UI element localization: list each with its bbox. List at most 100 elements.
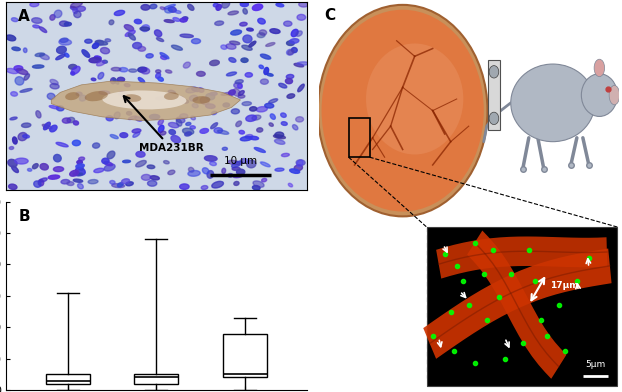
Ellipse shape (210, 162, 216, 165)
Ellipse shape (34, 181, 41, 187)
Ellipse shape (22, 123, 31, 127)
Ellipse shape (49, 175, 60, 179)
Ellipse shape (256, 107, 267, 112)
Ellipse shape (206, 104, 215, 108)
Ellipse shape (180, 100, 188, 103)
Ellipse shape (169, 122, 179, 128)
Polygon shape (423, 249, 611, 359)
PathPatch shape (223, 334, 267, 377)
Ellipse shape (159, 125, 164, 132)
Ellipse shape (141, 68, 150, 74)
Ellipse shape (279, 83, 287, 88)
Ellipse shape (109, 180, 115, 184)
Ellipse shape (222, 147, 228, 150)
Ellipse shape (9, 147, 14, 149)
Ellipse shape (289, 183, 292, 187)
Ellipse shape (270, 29, 280, 33)
Ellipse shape (221, 93, 231, 95)
Ellipse shape (109, 20, 114, 25)
Bar (488, 60, 499, 130)
Ellipse shape (169, 130, 175, 134)
Ellipse shape (89, 58, 101, 63)
Ellipse shape (291, 29, 298, 37)
Ellipse shape (71, 72, 75, 75)
Ellipse shape (78, 157, 85, 161)
Ellipse shape (165, 8, 172, 13)
Ellipse shape (264, 67, 269, 74)
Text: 17μm: 17μm (550, 281, 578, 290)
Ellipse shape (230, 41, 239, 45)
Ellipse shape (290, 169, 300, 173)
Ellipse shape (267, 73, 273, 76)
Ellipse shape (211, 181, 223, 188)
Ellipse shape (128, 116, 137, 120)
Ellipse shape (57, 106, 64, 111)
Ellipse shape (72, 66, 80, 74)
Ellipse shape (228, 11, 238, 15)
Text: 10 μm: 10 μm (224, 156, 257, 166)
Ellipse shape (160, 53, 169, 59)
Ellipse shape (286, 74, 294, 79)
Ellipse shape (245, 73, 253, 77)
PathPatch shape (134, 374, 179, 384)
Ellipse shape (12, 137, 17, 144)
Ellipse shape (226, 72, 236, 76)
Ellipse shape (261, 79, 268, 84)
Ellipse shape (123, 94, 141, 102)
Ellipse shape (287, 49, 294, 55)
Ellipse shape (236, 121, 241, 127)
Ellipse shape (243, 35, 252, 43)
Ellipse shape (67, 117, 75, 123)
Ellipse shape (249, 107, 257, 111)
Ellipse shape (104, 164, 115, 171)
Ellipse shape (77, 160, 82, 164)
Ellipse shape (228, 90, 235, 95)
Ellipse shape (197, 71, 205, 76)
Ellipse shape (157, 38, 164, 42)
Ellipse shape (76, 92, 82, 96)
Ellipse shape (200, 97, 209, 105)
Ellipse shape (257, 128, 262, 132)
Ellipse shape (85, 39, 92, 43)
Ellipse shape (231, 161, 242, 167)
Ellipse shape (233, 175, 242, 178)
Ellipse shape (105, 39, 111, 42)
Ellipse shape (223, 103, 230, 107)
Ellipse shape (180, 96, 185, 103)
Ellipse shape (274, 135, 285, 139)
Ellipse shape (74, 11, 81, 18)
Ellipse shape (24, 48, 27, 53)
Ellipse shape (76, 164, 85, 168)
Ellipse shape (247, 28, 253, 31)
Ellipse shape (294, 165, 302, 171)
Ellipse shape (138, 47, 146, 51)
Ellipse shape (124, 25, 134, 31)
Ellipse shape (32, 18, 42, 23)
Ellipse shape (56, 54, 65, 60)
Ellipse shape (232, 167, 240, 171)
Ellipse shape (180, 34, 193, 38)
Ellipse shape (85, 91, 108, 101)
Ellipse shape (73, 121, 78, 125)
Ellipse shape (269, 123, 273, 126)
Ellipse shape (100, 47, 109, 54)
Circle shape (489, 112, 499, 125)
Ellipse shape (15, 158, 28, 164)
Ellipse shape (36, 111, 41, 118)
Ellipse shape (235, 80, 243, 84)
Ellipse shape (60, 38, 68, 42)
Ellipse shape (75, 167, 85, 175)
Ellipse shape (56, 142, 68, 147)
Ellipse shape (240, 2, 248, 7)
Ellipse shape (243, 9, 248, 14)
Ellipse shape (171, 136, 180, 143)
Ellipse shape (141, 5, 150, 10)
Ellipse shape (154, 30, 162, 36)
Text: C: C (325, 8, 336, 23)
Ellipse shape (150, 176, 159, 180)
Ellipse shape (168, 90, 175, 94)
Ellipse shape (65, 92, 80, 100)
Ellipse shape (118, 77, 124, 82)
Ellipse shape (188, 171, 200, 176)
Ellipse shape (234, 83, 242, 88)
